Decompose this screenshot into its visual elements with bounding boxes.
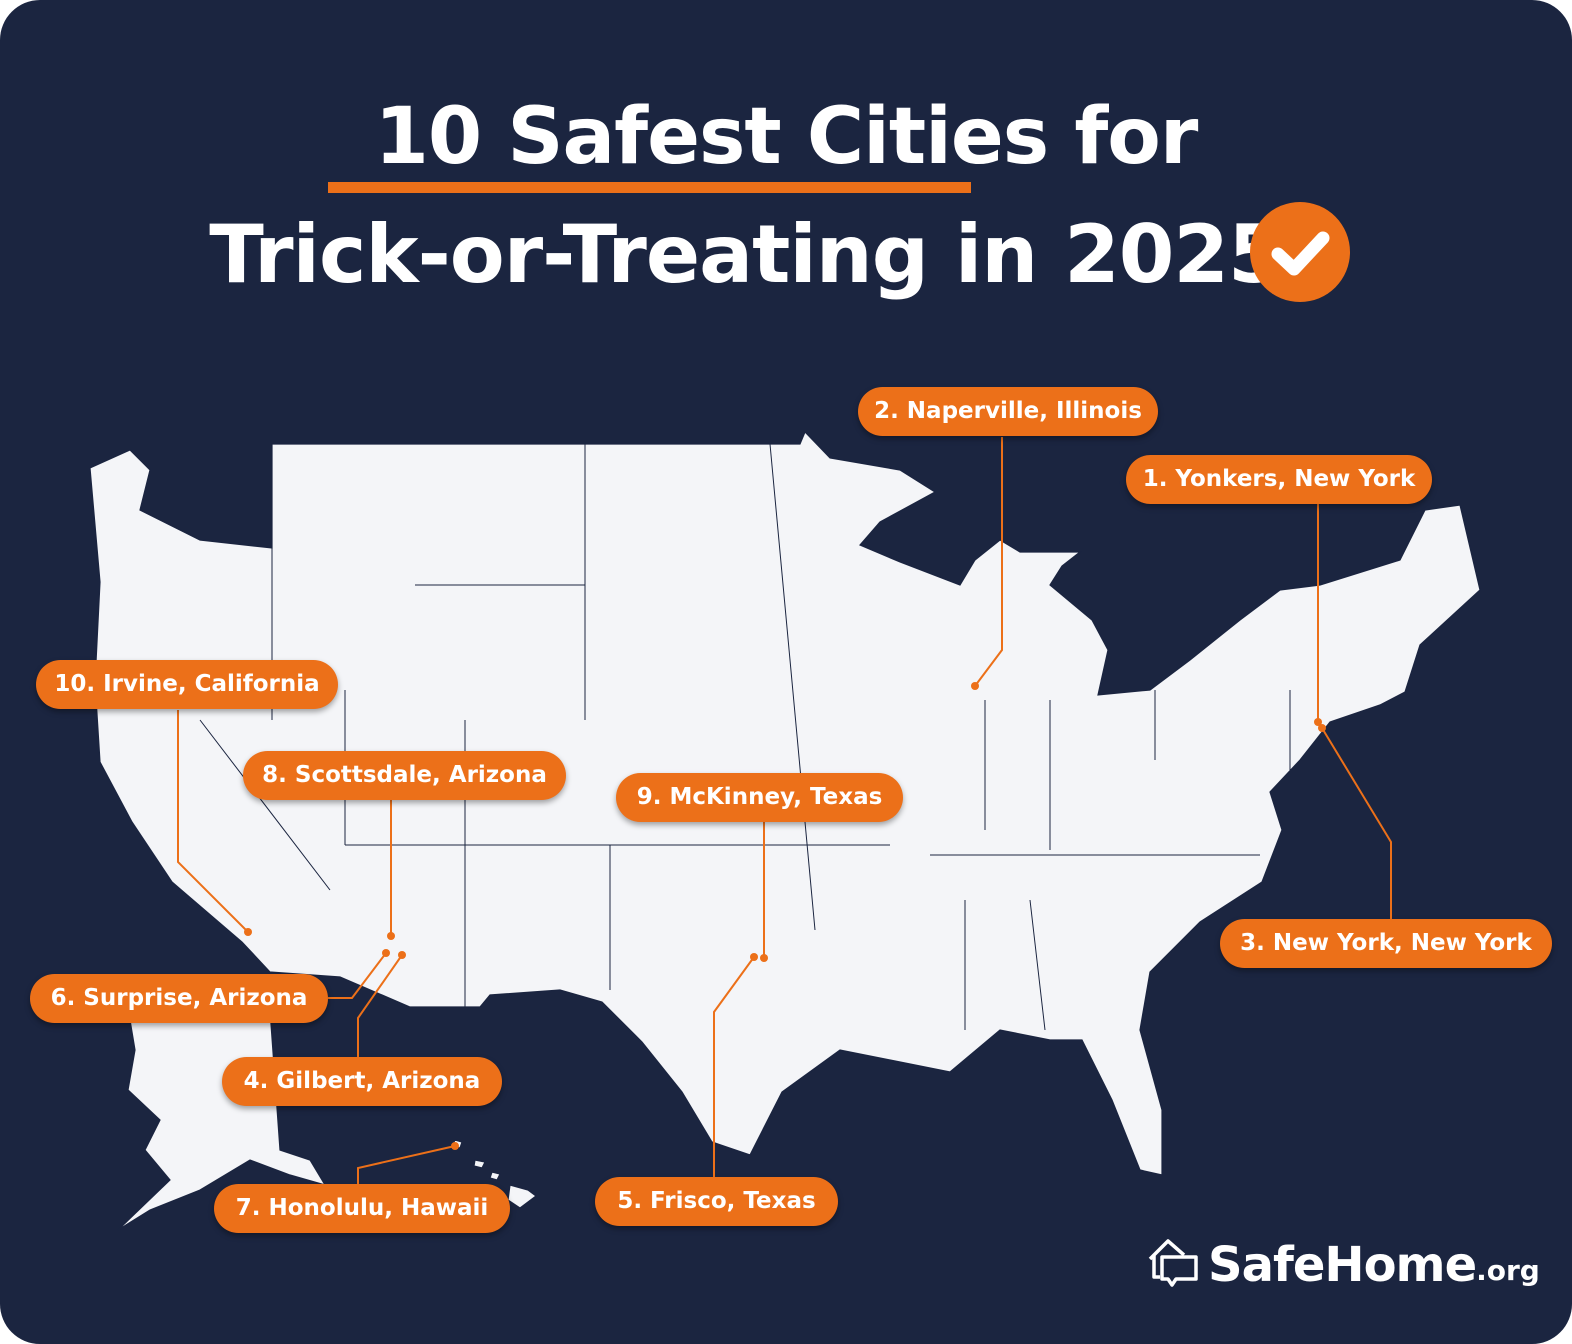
title-line-1: 10 Safest Cities for bbox=[0, 92, 1572, 182]
safehome-logo: SafeHome .org bbox=[1146, 1235, 1540, 1291]
city-label-naperville: 2. Naperville, Illinois bbox=[858, 387, 1158, 436]
city-label-new-york: 3. New York, New York bbox=[1220, 919, 1552, 968]
house-chat-icon bbox=[1148, 1239, 1198, 1287]
city-label-gilbert: 4. Gilbert, Arizona bbox=[222, 1057, 502, 1106]
title-underlined-text: 10 Safest Cities bbox=[374, 92, 1050, 182]
leader-new-york bbox=[1321, 727, 1392, 919]
marker-scottsdale bbox=[387, 932, 395, 940]
leader-irvine bbox=[177, 710, 249, 933]
city-label-yonkers: 1. Yonkers, New York bbox=[1126, 455, 1432, 504]
hawaii-big-island bbox=[507, 1184, 537, 1209]
title-rest-text: for bbox=[1048, 92, 1198, 182]
hawaii-islands bbox=[451, 1139, 501, 1181]
leader-frisco bbox=[713, 956, 755, 1177]
city-label-honolulu: 7. Honolulu, Hawaii bbox=[214, 1184, 510, 1233]
marker-naperville bbox=[971, 682, 979, 690]
marker-surprise bbox=[382, 949, 390, 957]
leader-lines bbox=[177, 437, 1392, 1184]
marker-new-york bbox=[1318, 724, 1326, 732]
marker-irvine bbox=[244, 928, 252, 936]
checkmark-icon bbox=[1250, 202, 1350, 302]
city-label-surprise: 6. Surprise, Arizona bbox=[30, 974, 328, 1023]
leader-honolulu bbox=[357, 1145, 456, 1184]
logo-tld: .org bbox=[1476, 1254, 1540, 1287]
city-markers bbox=[244, 682, 1326, 1150]
city-label-scottsdale: 8. Scottsdale, Arizona bbox=[243, 751, 566, 800]
city-label-irvine: 10. Irvine, California bbox=[36, 660, 338, 709]
logo-brand: SafeHome bbox=[1208, 1237, 1477, 1293]
leader-gilbert bbox=[357, 954, 403, 1057]
leader-surprise bbox=[328, 952, 387, 999]
marker-mckinney bbox=[760, 954, 768, 962]
marker-yonkers bbox=[1314, 718, 1322, 726]
title-line-2: Trick-or-Treating in 2025 bbox=[209, 208, 1283, 301]
city-label-mckinney: 9. McKinney, Texas bbox=[616, 773, 903, 822]
city-label-frisco: 5. Frisco, Texas bbox=[595, 1177, 838, 1226]
title-underline bbox=[328, 182, 971, 193]
marker-frisco bbox=[750, 953, 758, 961]
marker-honolulu bbox=[451, 1142, 459, 1150]
leader-naperville bbox=[974, 437, 1003, 687]
marker-gilbert bbox=[398, 951, 406, 959]
